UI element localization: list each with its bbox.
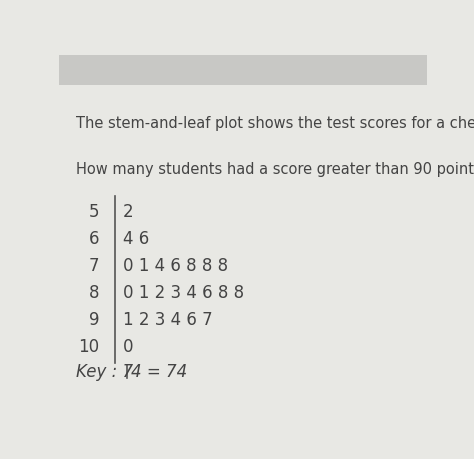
Text: 4 6: 4 6 (123, 230, 149, 248)
Text: 9: 9 (89, 311, 100, 329)
FancyBboxPatch shape (59, 55, 427, 85)
Text: 0 1 4 6 8 8 8: 0 1 4 6 8 8 8 (123, 257, 228, 275)
Text: 6: 6 (89, 230, 100, 248)
Text: 4 = 74: 4 = 74 (131, 363, 188, 381)
Text: 0: 0 (123, 338, 133, 356)
Text: 7: 7 (89, 257, 100, 275)
Text: How many students had a score greater than 90 points?: How many students had a score greater th… (76, 162, 474, 177)
Text: 8: 8 (89, 284, 100, 302)
Text: 5: 5 (89, 203, 100, 221)
Text: Key : 7: Key : 7 (76, 363, 133, 381)
Text: 10: 10 (78, 338, 100, 356)
Text: 2: 2 (123, 203, 133, 221)
Text: 1 2 3 4 6 7: 1 2 3 4 6 7 (123, 311, 212, 329)
Text: 0 1 2 3 4 6 8 8: 0 1 2 3 4 6 8 8 (123, 284, 244, 302)
Text: The stem-and-leaf plot shows the test scores for a chemistry c: The stem-and-leaf plot shows the test sc… (76, 116, 474, 131)
